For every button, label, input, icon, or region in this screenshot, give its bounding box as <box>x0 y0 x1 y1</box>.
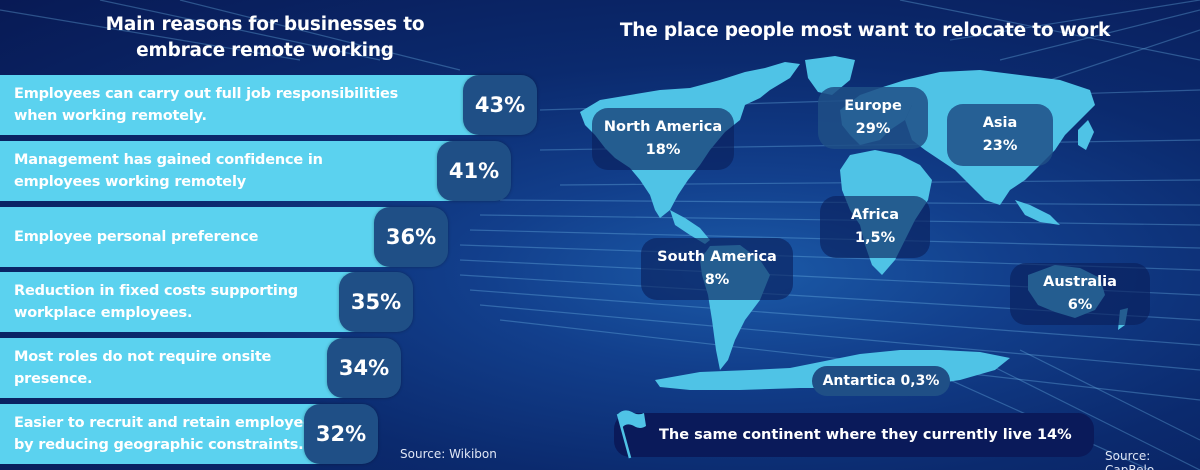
region-label-south-america: South America 8% <box>641 238 793 300</box>
reason-label: Reduction in fixed costs supporting work… <box>14 280 298 324</box>
region-percent: 1,5% <box>854 230 896 246</box>
region-label-asia: Asia 23% <box>947 104 1053 166</box>
reason-label-line2: when working remotely. <box>14 108 207 124</box>
source-wikibon: Source: Wikibon <box>400 447 497 461</box>
reason-label-line1: Most roles do not require onsite <box>14 349 272 365</box>
region-label-africa: Africa 1,5% <box>820 196 930 258</box>
percent-badge: 41% <box>437 141 511 201</box>
same-continent-text: The same continent where they currently … <box>659 427 1072 443</box>
region-label-europe: Europe 29% <box>818 87 928 149</box>
same-continent-banner: The same continent where they currently … <box>614 413 1094 457</box>
reason-label-line2: by reducing geographic constraints. <box>14 437 304 453</box>
reason-label-line1: Management has gained confidence in <box>14 152 323 168</box>
percent-badge: 36% <box>374 207 448 267</box>
source-caprelo: Source: CapRelo <box>1105 449 1155 470</box>
greenland-shape <box>805 56 855 95</box>
region-percent: 29% <box>855 121 891 137</box>
left-chart-title: Main reasons for businesses to embrace r… <box>40 12 490 64</box>
reason-bar: Most roles do not require onsite presenc… <box>0 338 370 398</box>
region-percent: 6% <box>1067 297 1093 313</box>
japan-shape <box>1078 120 1094 150</box>
region-name: Africa <box>850 207 900 223</box>
region-label-australia: Australia 6% <box>1010 263 1150 325</box>
central-america-shape <box>670 210 710 244</box>
right-chart-title: The place people most want to relocate t… <box>619 20 1111 41</box>
reason-label: Management has gained confidence in empl… <box>14 149 323 193</box>
left-title-line1: Main reasons for businesses to <box>105 14 425 35</box>
reason-label-line2: workplace employees. <box>14 305 193 321</box>
reason-label: Easier to recruit and retain employees b… <box>14 412 321 456</box>
region-percent: 8% <box>704 272 730 288</box>
reason-label-line1: Easier to recruit and retain employees <box>14 415 322 431</box>
region-percent: 23% <box>982 138 1018 154</box>
reason-label-line2: presence. <box>14 371 93 387</box>
percent-badge: 34% <box>327 338 401 398</box>
reason-label-line1: Employees can carry out full job respons… <box>14 86 399 102</box>
reason-bar: Employees can carry out full job respons… <box>0 75 500 135</box>
reason-label: Employee personal preference <box>14 226 258 248</box>
reason-label: Most roles do not require onsite presenc… <box>14 346 271 390</box>
reason-label-line1: Employee personal preference <box>14 229 259 245</box>
region-percent: 18% <box>645 142 681 158</box>
southeast-asia-shape <box>1015 200 1060 225</box>
reason-bar: Management has gained confidence in empl… <box>0 141 470 201</box>
region-name: North America <box>603 119 723 135</box>
region-label-antarctica: Antartica 0,3% <box>812 366 950 396</box>
reason-bar: Reduction in fixed costs supporting work… <box>0 272 380 332</box>
reason-label-line2: employees working remotely <box>14 174 246 190</box>
region-name: South America <box>657 249 777 265</box>
reason-label-line1: Reduction in fixed costs supporting <box>14 283 298 299</box>
region-name: Asia <box>982 115 1018 131</box>
reason-label: Employees can carry out full job respons… <box>14 83 398 127</box>
region-name: Europe <box>844 98 902 114</box>
reason-bar: Easier to recruit and retain employees b… <box>0 404 345 464</box>
percent-badge: 43% <box>463 75 537 135</box>
percent-badge: 32% <box>304 404 378 464</box>
flag-icon <box>616 410 646 459</box>
reason-bar: Employee personal preference <box>0 207 410 267</box>
region-label-north-america: North America 18% <box>592 108 734 170</box>
percent-badge: 35% <box>339 272 413 332</box>
region-name: Australia <box>1043 274 1117 290</box>
left-title-line2: embrace remote working <box>136 40 394 61</box>
